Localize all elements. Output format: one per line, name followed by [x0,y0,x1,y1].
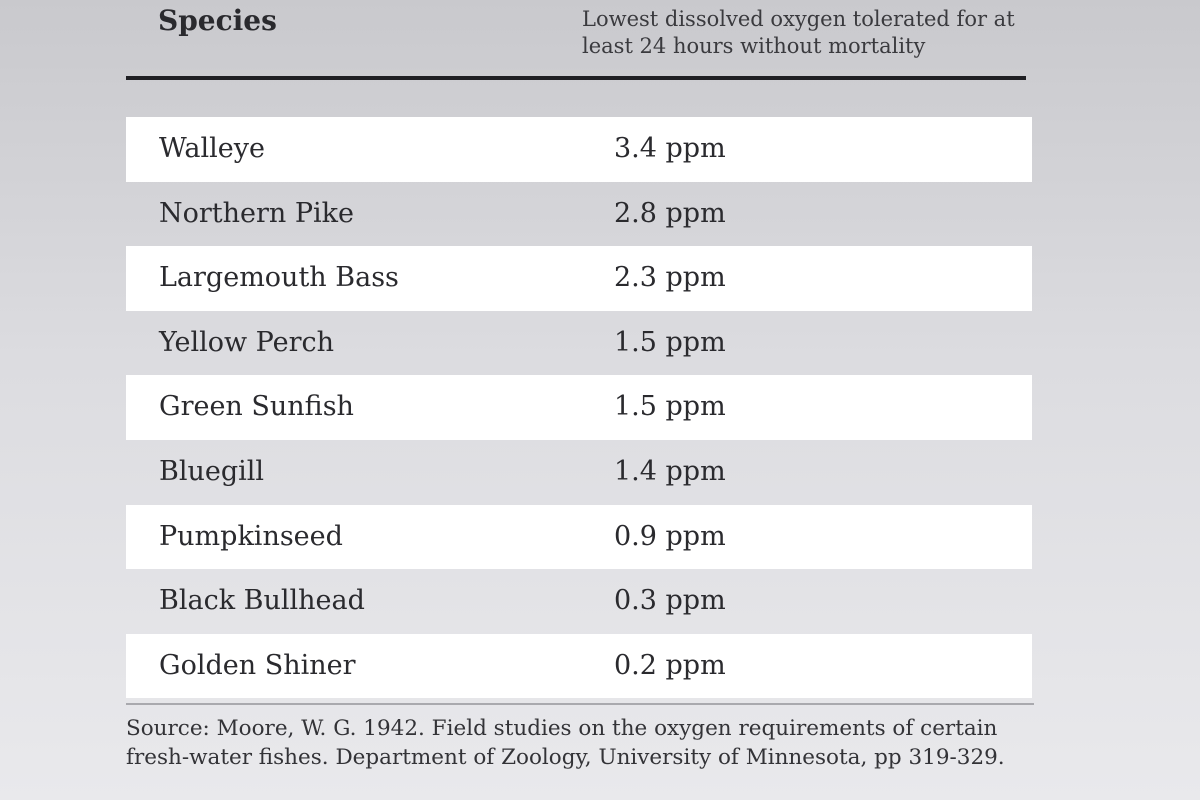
oxygen-value-cell: 2.3 ppm [614,262,726,294]
source-citation: Source: Moore, W. G. 1942. Field studies… [126,716,1005,770]
oxygen-value-cell: 2.8 ppm [614,197,726,229]
oxygen-value-cell: 1.5 ppm [614,326,726,358]
species-cell: Bluegill [159,455,265,487]
oxygen-value-cell: 1.4 ppm [614,455,726,487]
header-divider [126,76,1026,80]
species-cell: Golden Shiner [159,649,356,681]
table-row: Pumpkinseed 0.9 ppm [126,504,1032,570]
species-column-header: Species [158,4,277,37]
oxygen-value-cell: 0.9 ppm [614,520,726,552]
oxygen-value-cell: 3.4 ppm [614,133,726,164]
table-row: Bluegill 1.4 ppm [126,440,1032,505]
oxygen-value-cell: 1.5 ppm [614,391,726,423]
table-row: Largemouth Bass 2.3 ppm [126,246,1032,311]
species-cell: Green Sunfish [159,391,354,423]
table-row: Yellow Perch 1.5 ppm [126,311,1032,376]
table-row: Walleye 3.4 ppm [126,117,1032,182]
species-cell: Black Bullhead [159,585,365,617]
table-header: Species Lowest dissolved oxygen tolerate… [126,0,1026,78]
species-cell: Pumpkinseed [159,520,343,552]
oxygen-value-cell: 0.2 ppm [614,649,726,681]
oxygen-column-header: Lowest dissolved oxygen tolerated for at… [582,7,1015,58]
species-cell: Walleye [159,133,265,164]
table-row: Golden Shiner 0.2 ppm [126,633,1032,699]
species-cell: Northern Pike [159,197,355,229]
table-row: Black Bullhead 0.3 ppm [126,569,1032,634]
species-cell: Largemouth Bass [159,262,399,294]
table-row: Green Sunfish 1.5 ppm [126,375,1032,440]
species-cell: Yellow Perch [159,326,335,358]
table-row: Northern Pike 2.8 ppm [126,182,1032,247]
oxygen-tolerance-table: Walleye 3.4 ppm Northern Pike 2.8 ppm La… [126,117,1032,699]
oxygen-value-cell: 0.3 ppm [614,585,726,617]
table-bottom-divider [126,703,1034,705]
